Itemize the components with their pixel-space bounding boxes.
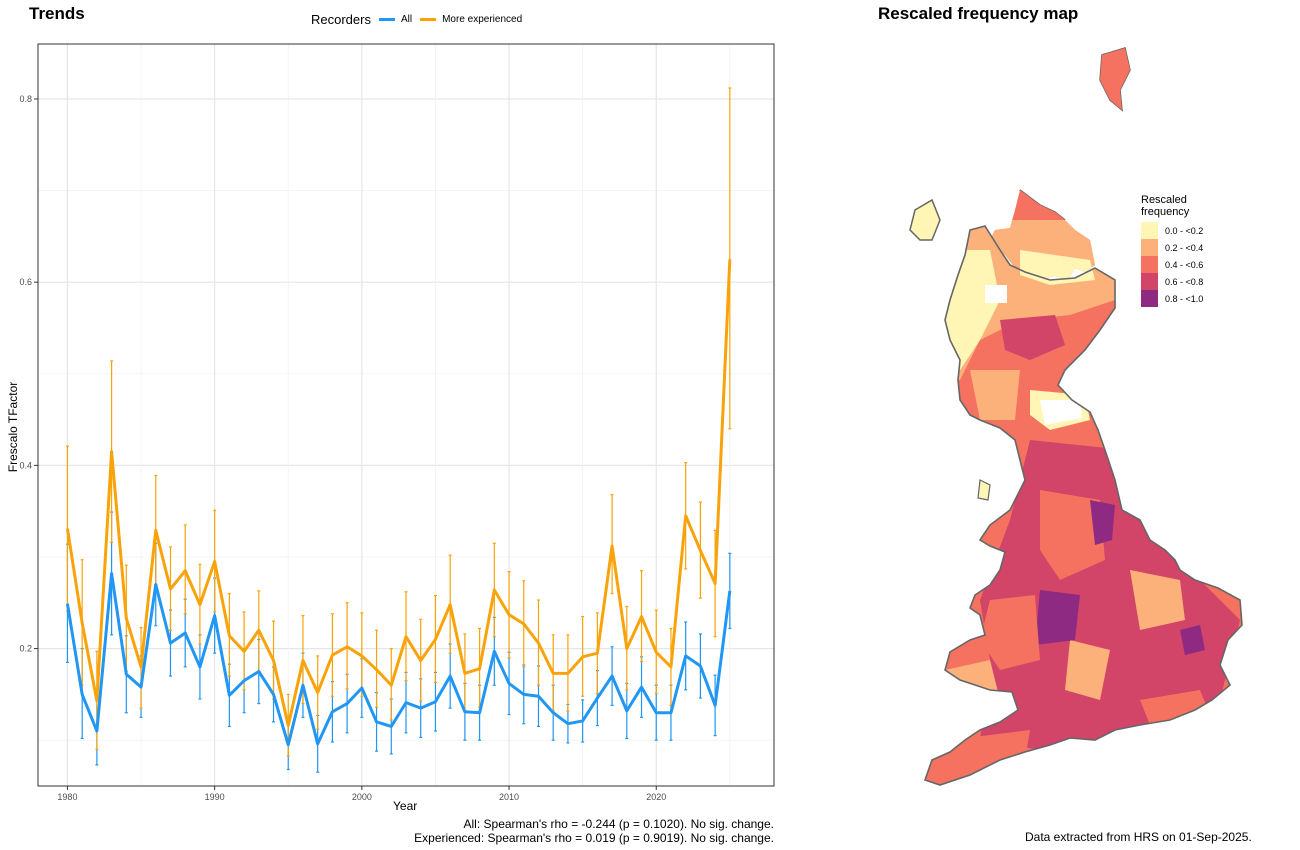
x-tick-label: 1980 bbox=[57, 792, 77, 802]
map-legend-title-line-2: frequency bbox=[1141, 206, 1190, 218]
map-fill bbox=[910, 48, 1242, 785]
map-caption: Data extracted from HRS on 01-Sep-2025. bbox=[1025, 830, 1252, 844]
map-legend-swatch-3 bbox=[1141, 256, 1158, 273]
plot-border bbox=[37, 43, 775, 787]
y-tick-label: 0.2 bbox=[19, 644, 32, 654]
map-legend-swatch-2 bbox=[1141, 239, 1158, 256]
map-title: Rescaled frequency map bbox=[878, 4, 1079, 23]
legend-item-experienced: More experienced bbox=[420, 14, 522, 25]
x-tick-label: 1990 bbox=[205, 792, 225, 802]
map-legend-title-line-1: Rescaled bbox=[1141, 194, 1187, 206]
caption-line-experienced: Experienced: Spearman's rho = 0.019 (p =… bbox=[414, 831, 774, 845]
map-legend-label-1: 0.0 - <0.2 bbox=[1165, 225, 1204, 236]
map-legend-swatch-1 bbox=[1141, 222, 1158, 239]
map-legend-swatch-5 bbox=[1141, 290, 1158, 307]
y-tick-label: 0.4 bbox=[19, 460, 32, 470]
legend-label-experienced: More experienced bbox=[442, 14, 523, 25]
trends-title: Trends bbox=[29, 4, 85, 23]
map-legend: Rescaled frequency 0.0 - <0.2 0.2 - <0.4… bbox=[1141, 194, 1203, 307]
legend-swatch-experienced bbox=[420, 18, 437, 21]
legend-swatch-all bbox=[378, 18, 395, 21]
mainland-outline bbox=[923, 225, 1243, 786]
trend-caption: All: Spearman's rho = -0.244 (p = 0.1020… bbox=[74, 817, 774, 845]
x-tick-label: 2020 bbox=[646, 792, 666, 802]
map-legend-item-5: 0.8 - <1.0 bbox=[1141, 290, 1203, 307]
map-legend-item-1: 0.0 - <0.2 bbox=[1141, 222, 1203, 239]
y-tick-label: 0.8 bbox=[19, 94, 32, 104]
isle-of-man-outline bbox=[977, 479, 991, 501]
series-line-all bbox=[65, 571, 732, 747]
trend-legend: Recorders All More experienced bbox=[311, 12, 522, 27]
map-legend-title: Rescaled frequency bbox=[1141, 194, 1203, 218]
caption-line-all: All: Spearman's rho = -0.244 (p = 0.1020… bbox=[463, 817, 774, 831]
y-axis-title: Frescalo TFactor bbox=[6, 381, 20, 473]
x-tick-label: 2000 bbox=[352, 792, 372, 802]
map-legend-label-5: 0.8 - <1.0 bbox=[1165, 293, 1204, 304]
line-layer bbox=[65, 259, 732, 747]
tick-layer: 1980 1990 2000 2010 2020 0.2 0.4 0.6 0.8 bbox=[19, 94, 666, 802]
map-legend-label-4: 0.6 - <0.8 bbox=[1165, 276, 1204, 287]
x-axis-title: Year bbox=[393, 799, 418, 813]
series-line-experienced bbox=[65, 259, 732, 728]
legend-item-all: All bbox=[378, 14, 413, 25]
legend-label-all: All bbox=[400, 14, 413, 25]
map-legend-item-4: 0.6 - <0.8 bbox=[1141, 273, 1203, 290]
map-legend-item-3: 0.4 - <0.6 bbox=[1141, 256, 1203, 273]
trend-chart: 1980 1990 2000 2010 2020 0.2 0.4 0.6 0.8 bbox=[19, 43, 775, 802]
legend-title: Recorders bbox=[311, 12, 371, 27]
map-legend-label-2: 0.2 - <0.4 bbox=[1165, 242, 1204, 253]
hebrides-outline bbox=[909, 198, 941, 241]
x-tick-label: 2010 bbox=[499, 792, 519, 802]
frequency-map bbox=[909, 47, 1243, 786]
y-tick-label: 0.6 bbox=[19, 277, 32, 287]
map-legend-label-3: 0.4 - <0.6 bbox=[1165, 259, 1204, 270]
map-legend-swatch-4 bbox=[1141, 273, 1158, 290]
map-legend-item-2: 0.2 - <0.4 bbox=[1141, 239, 1203, 256]
